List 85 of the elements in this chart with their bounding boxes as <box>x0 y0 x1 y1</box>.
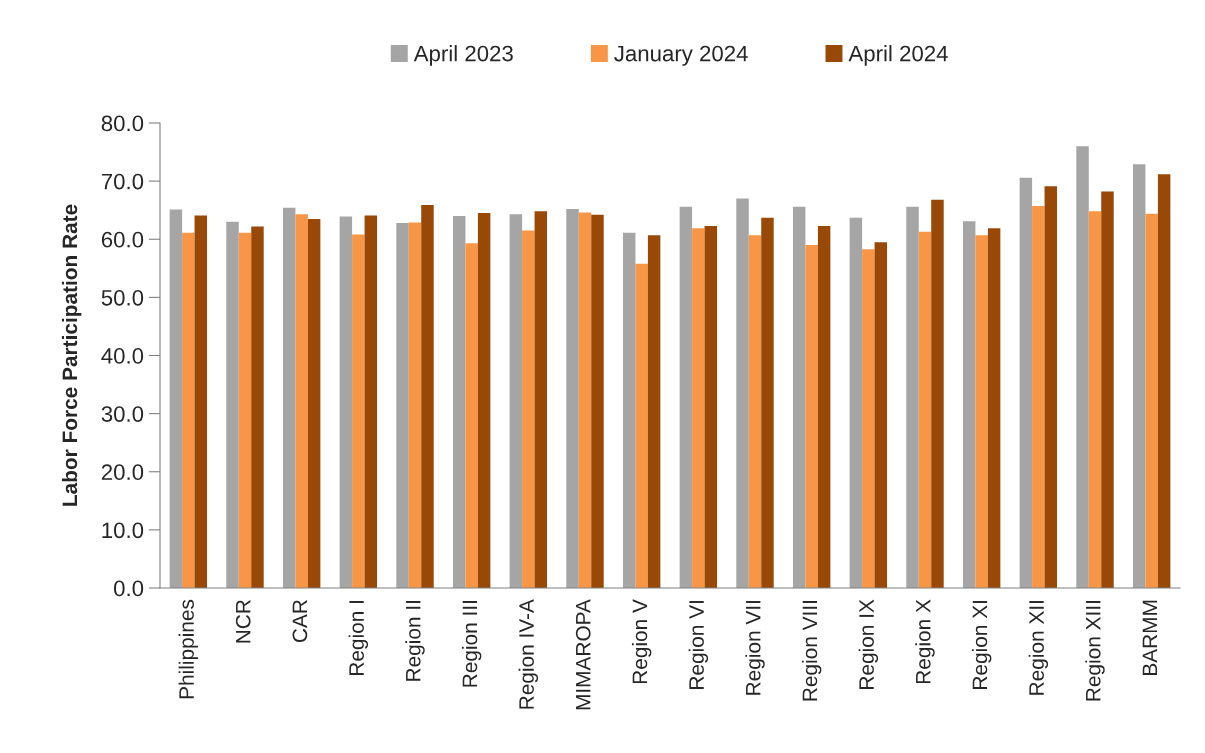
bar <box>622 232 636 588</box>
bar <box>408 222 422 588</box>
bar <box>591 214 604 588</box>
bar <box>1132 164 1146 588</box>
x-tick-label: Region III <box>461 601 482 687</box>
bar <box>906 206 919 588</box>
y-tick-label: 40.0 <box>101 348 144 364</box>
y-tick-label: 20.0 <box>101 464 144 481</box>
bar <box>509 214 523 588</box>
x-tick-label: Region IV-A <box>518 599 539 709</box>
bar <box>421 204 434 588</box>
bar <box>566 209 579 588</box>
bar <box>169 209 183 588</box>
bar <box>182 232 195 588</box>
y-tick-label: 80.0 <box>101 115 144 132</box>
bar <box>692 228 705 588</box>
bar <box>339 216 353 588</box>
bar <box>748 235 762 588</box>
bar <box>1019 177 1033 588</box>
bar <box>534 211 548 588</box>
x-tick-label: Region XI <box>971 601 992 689</box>
x-tick-label: Region VIII <box>801 601 822 701</box>
bar <box>931 199 944 588</box>
bar <box>761 217 774 588</box>
bar <box>364 215 378 588</box>
x-tick-label: NCR <box>235 600 251 643</box>
bar <box>679 206 693 588</box>
x-tick-label: Region II <box>405 601 425 681</box>
bar <box>452 216 466 588</box>
y-tick-label: 30.0 <box>101 406 144 422</box>
bar <box>1032 206 1045 588</box>
x-tick-label: Region I <box>348 601 369 675</box>
bar <box>805 245 818 588</box>
bar <box>849 217 863 588</box>
bar <box>918 231 932 588</box>
y-tick-label: 10.0 <box>102 522 144 539</box>
y-tick-label: 0.0 <box>114 580 144 597</box>
bar <box>282 207 296 588</box>
bar <box>522 230 535 588</box>
y-tick-label: 50.0 <box>101 289 144 306</box>
bar <box>1088 211 1102 588</box>
bar <box>352 234 365 588</box>
bar <box>1145 213 1158 588</box>
bar <box>578 212 592 588</box>
x-tick-label: Region VI <box>688 601 709 689</box>
x-tick-label: Region V <box>631 599 652 684</box>
bar <box>226 221 239 588</box>
x-tick-label: MIMAROPA <box>575 599 591 710</box>
y-axis-title: Labor Force Participation Rate <box>61 204 82 506</box>
bar <box>238 232 252 588</box>
bar <box>295 214 308 588</box>
x-tick-label: Region XIII <box>1085 601 1105 701</box>
bar <box>1076 146 1089 588</box>
legend-label: April 2024 <box>848 45 948 66</box>
bar <box>396 222 409 588</box>
bar <box>975 235 988 588</box>
x-tick-label: CAR <box>292 600 308 643</box>
bar <box>792 206 806 588</box>
bar <box>307 218 321 588</box>
bar <box>465 243 478 588</box>
x-tick-label: BARMM <box>1142 600 1158 675</box>
x-tick-label: Region VII <box>745 601 765 695</box>
bar <box>1157 174 1171 588</box>
legend-label: April 2023 <box>413 45 513 66</box>
bar <box>817 225 831 588</box>
x-tick-label: Region XII <box>1028 601 1049 695</box>
bar <box>704 225 718 588</box>
x-tick-label: Region IX <box>858 599 879 689</box>
bar <box>635 263 648 588</box>
bar <box>251 226 264 588</box>
y-tick-label: 60.0 <box>101 231 144 248</box>
x-tick-label: Philippines <box>178 599 199 699</box>
bar <box>1101 191 1114 588</box>
bar <box>874 242 888 588</box>
bar <box>962 221 976 588</box>
y-tick-label: 70.0 <box>101 173 144 190</box>
bar <box>647 235 661 588</box>
x-tick-label: Region X <box>915 599 935 684</box>
bar <box>477 213 491 588</box>
bar <box>194 215 208 588</box>
bar <box>1044 186 1058 588</box>
legend-label: January 2024 <box>614 45 748 66</box>
bar <box>862 249 875 588</box>
bar <box>987 228 1001 588</box>
bar <box>736 198 749 588</box>
